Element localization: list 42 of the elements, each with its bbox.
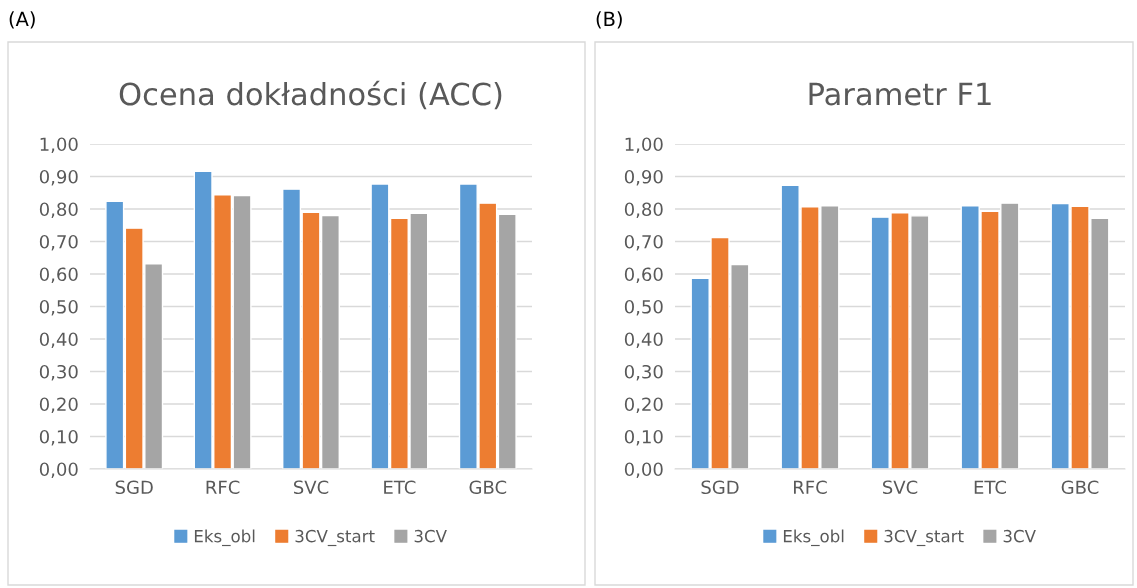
y-tick-label: 0,70 [624,234,663,251]
y-tick-label: 0,10 [39,429,78,446]
y-tick-label: 0,30 [624,364,663,381]
y-tick-label: 0,20 [39,397,78,413]
chart-title: Parametr F1 [809,82,991,106]
y-tick-label: 0,60 [39,267,78,283]
y-tick-label: 1,00 [625,137,663,153]
y-tick-label: 0,70 [39,234,78,251]
y-tick-label: 0,80 [624,202,663,218]
chart-title: Ocena dokładności (ACC) [119,80,502,110]
y-tick-label: 0,90 [39,169,78,186]
y-tick-label: 0,50 [624,299,663,316]
x-tick-label: RFC [206,480,240,495]
x-tick-label: SGD [701,480,739,495]
legend-label: Eks_obl [194,529,255,547]
x-tick-label: RFC [794,480,827,495]
legend-label: 3CV [414,529,447,543]
text: (B) [596,11,622,29]
x-tick-label: SVC [293,480,329,495]
y-tick-label: 0,40 [624,332,663,348]
y-tick-label: 0,50 [39,299,78,316]
y-tick-label: 0,00 [39,462,78,478]
x-tick-label: SGD [115,480,153,495]
x-tick-label: ETC [974,480,1007,495]
text: (A) [9,11,35,29]
legend-label: 3CV_start [884,529,964,547]
y-tick-label: 0,30 [39,364,78,381]
y-tick-label: 1,00 [40,137,78,153]
y-tick-label: 0,00 [624,462,663,478]
x-tick-label: GBC [469,480,507,495]
x-tick-label: SVC [882,480,918,495]
legend-label: 3CV_start [295,529,375,547]
y-tick-label: 0,60 [624,267,663,283]
y-tick-label: 0,90 [624,169,663,186]
legend-label: 3CV [1003,529,1036,543]
y-tick-label: 0,40 [39,332,78,348]
y-tick-label: 0,20 [624,397,663,413]
x-tick-label: ETC [384,480,416,495]
y-tick-label: 0,10 [624,429,663,446]
legend-label: Eks_obl [783,529,844,547]
x-tick-label: GBC [1061,480,1099,495]
y-tick-label: 0,80 [39,202,78,218]
